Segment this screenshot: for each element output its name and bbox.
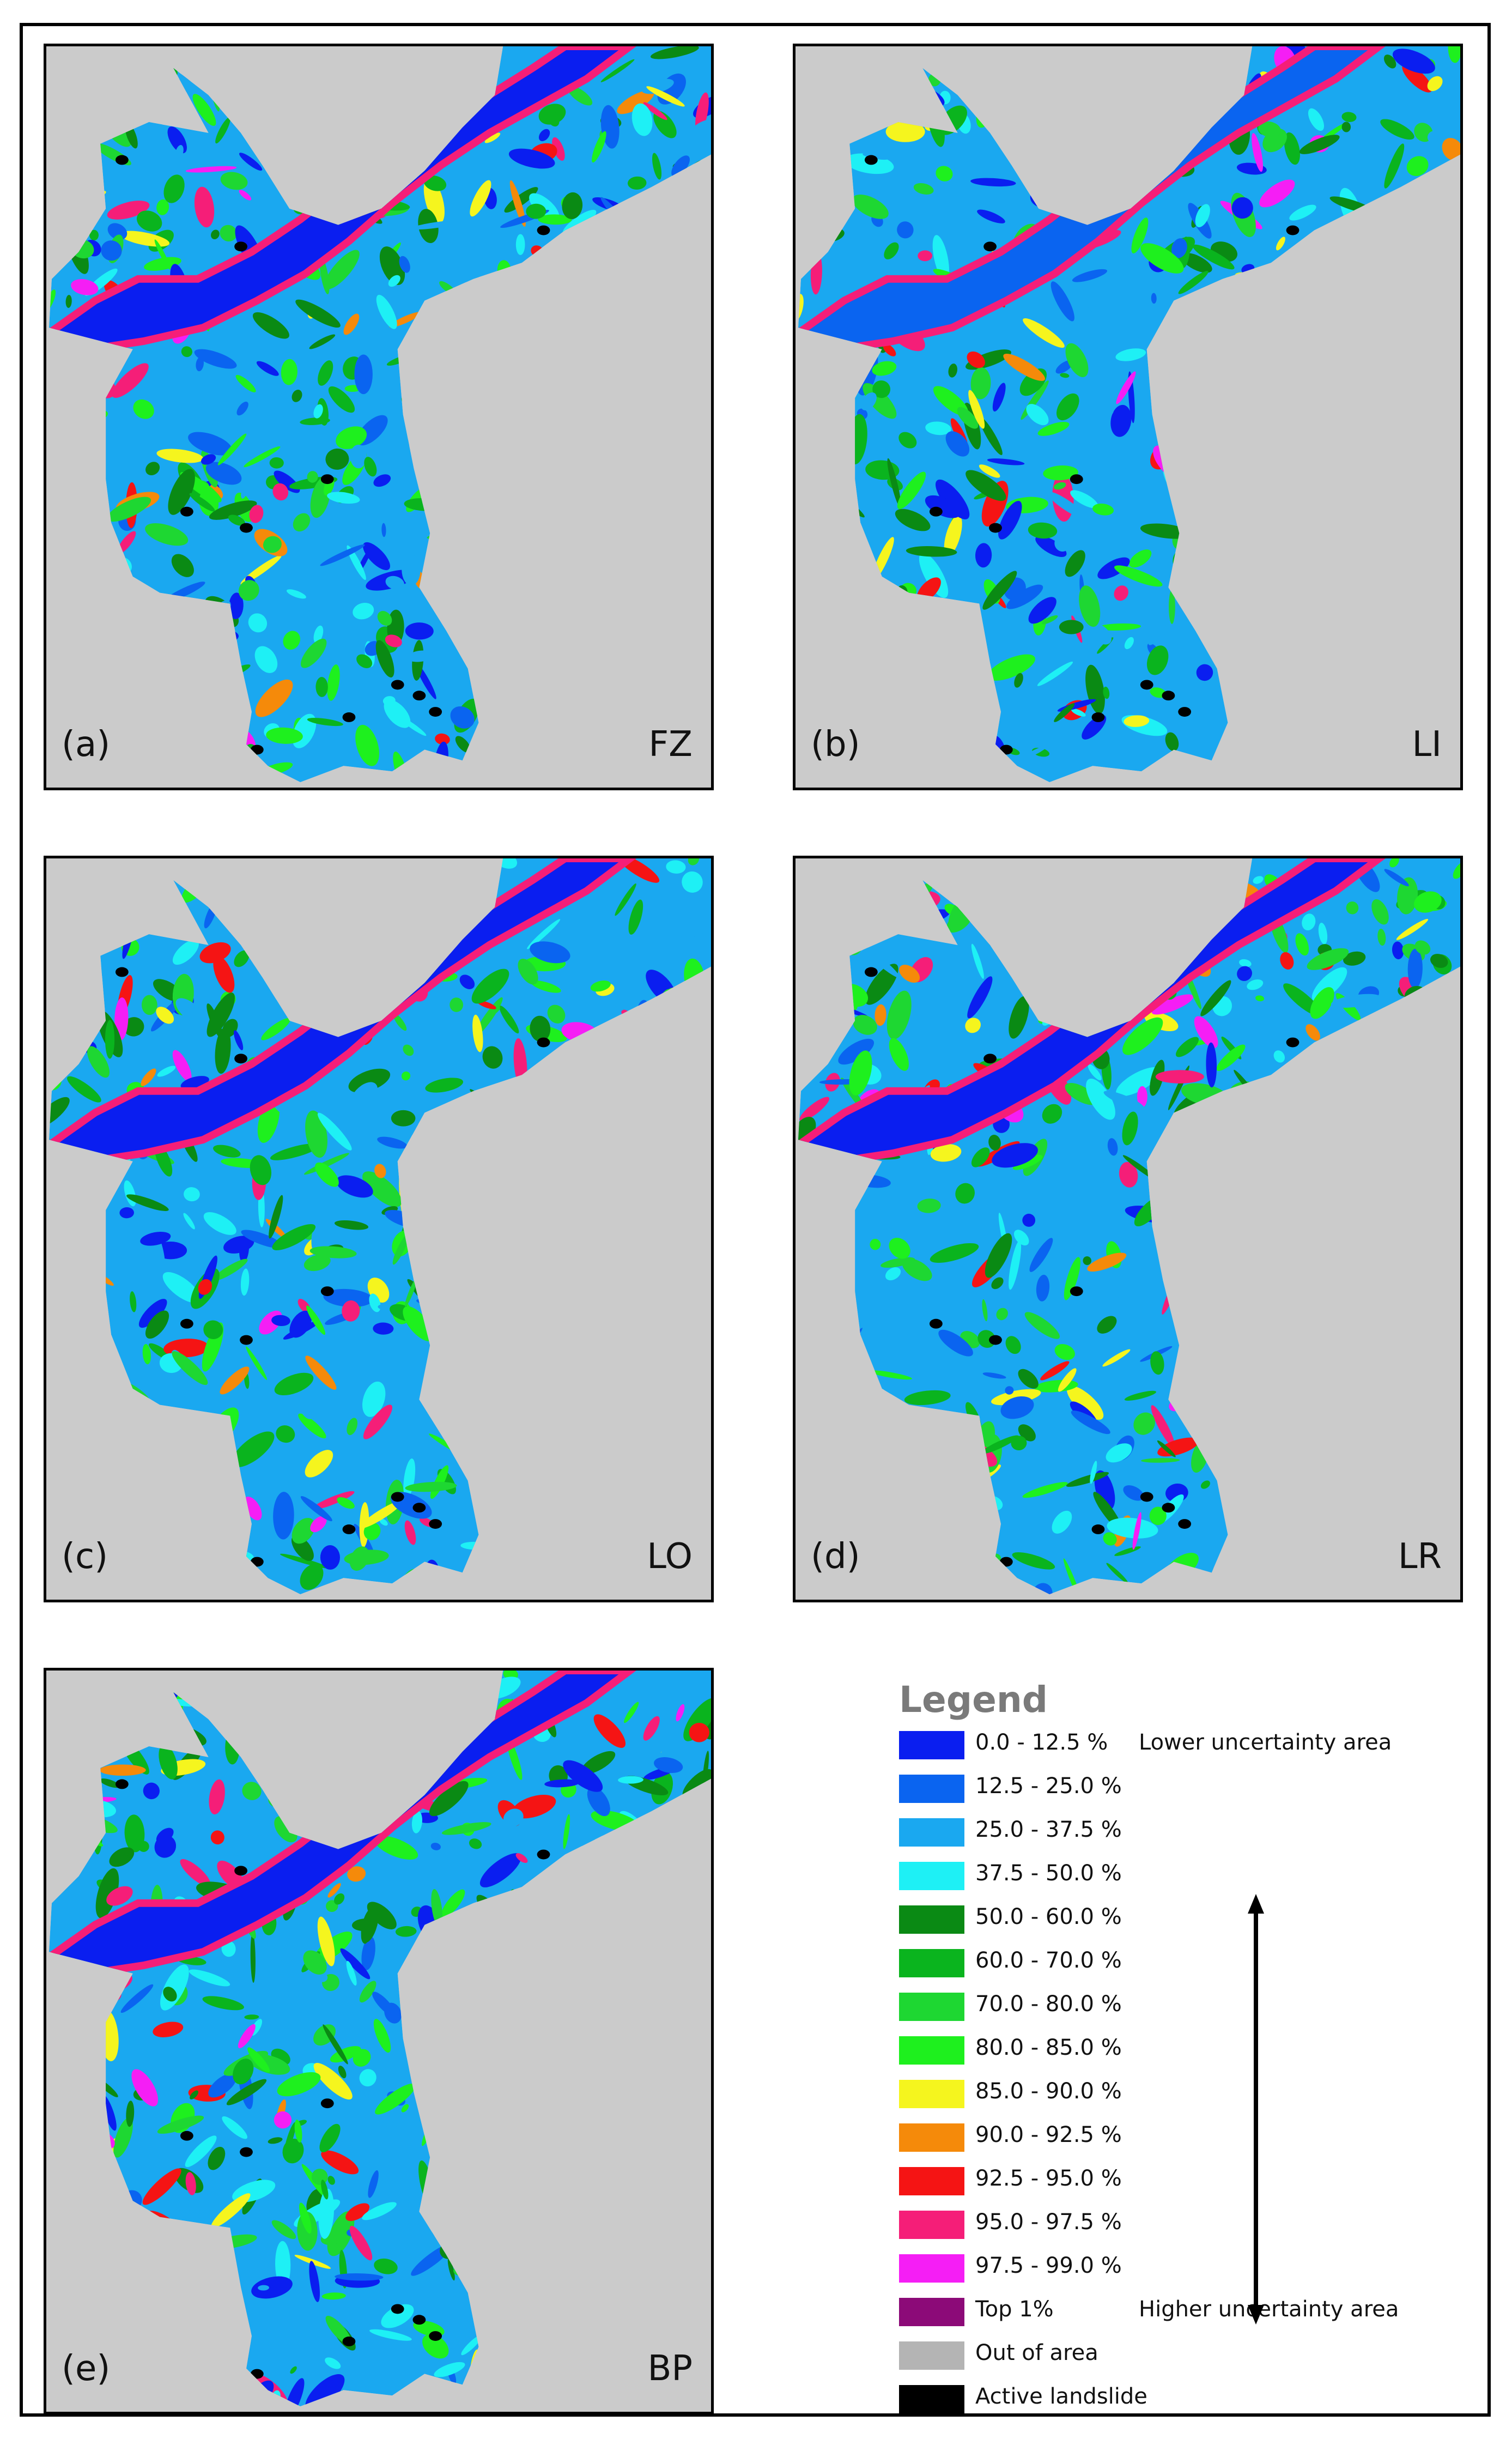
panel-letter-d: (d) [811, 1536, 860, 1577]
panel-model-a: FZ [648, 724, 693, 765]
legend-range: 60.0 - 70.0 % [975, 1948, 1122, 1973]
legend-swatch [899, 1905, 964, 1934]
legend-item: 60.0 - 70.0 % [899, 1946, 1466, 1981]
map-graphic-b [798, 46, 1460, 783]
panel-letter-a: (a) [62, 724, 111, 765]
legend-swatch [899, 1949, 964, 1977]
legend-swatch [899, 2385, 964, 2413]
legend-item: 80.0 - 85.0 % [899, 2033, 1466, 2068]
legend-item: 95.0 - 97.5 % [899, 2207, 1466, 2242]
legend-range: 90.0 - 92.5 % [975, 2122, 1122, 2147]
legend-swatch [899, 1731, 964, 1759]
legend-item: 70.0 - 80.0 % [899, 1989, 1466, 2024]
legend: Legend 0.0 - 12.5 % Lower uncertainty ar… [899, 1679, 1466, 2413]
panel-letter-e: (e) [62, 2349, 111, 2389]
legend-range: Out of area [975, 2340, 1098, 2365]
legend-item: 90.0 - 92.5 % [899, 2120, 1466, 2155]
legend-swatch [899, 2341, 964, 2370]
legend-range: 95.0 - 97.5 % [975, 2210, 1122, 2235]
legend-item: 97.5 - 99.0 % [899, 2251, 1466, 2286]
map-graphic-c [48, 858, 711, 1595]
legend-item: Out of area [899, 2338, 1466, 2373]
legend-item: 37.5 - 50.0 % [899, 1859, 1466, 1893]
legend-swatch [899, 2167, 964, 2195]
legend-range: 25.0 - 37.5 % [975, 1817, 1122, 1842]
legend-range: Top 1% [975, 2297, 1054, 2322]
legend-range: 0.0 - 12.5 % [975, 1730, 1108, 1755]
legend-swatch [899, 1775, 964, 1803]
legend-swatch [899, 2298, 964, 2326]
legend-note-higher: Higher uncertainty area [1139, 2297, 1399, 2322]
legend-item: 0.0 - 12.5 % Lower uncertainty area [899, 1728, 1466, 1763]
legend-range: 80.0 - 85.0 % [975, 2035, 1122, 2060]
panel-model-e: BP [647, 2349, 693, 2389]
map-panel-a: (a) FZ [44, 44, 714, 790]
legend-range: 12.5 - 25.0 % [975, 1774, 1122, 1799]
legend-item: Active landslide [899, 2382, 1466, 2417]
map-graphic-e [48, 1671, 711, 2407]
panel-model-b: LI [1412, 724, 1442, 765]
legend-item: 92.5 - 95.0 % [899, 2164, 1466, 2199]
legend-range: 37.5 - 50.0 % [975, 1861, 1122, 1886]
map-panel-e: (e) BP [44, 1668, 714, 2414]
map-graphic-d [798, 858, 1460, 1595]
legend-range: 97.5 - 99.0 % [975, 2253, 1122, 2278]
map-panel-c: (c) LO [44, 856, 714, 1602]
legend-swatch [899, 2254, 964, 2283]
legend-note-lower: Lower uncertainty area [1139, 1730, 1392, 1755]
uncertainty-double-arrow [1248, 1894, 1264, 2325]
legend-item: 12.5 - 25.0 % [899, 1771, 1466, 1806]
legend-item: Top 1% Higher uncertainty area [899, 2295, 1466, 2329]
legend-range: 50.0 - 60.0 % [975, 1904, 1122, 1929]
legend-item: 85.0 - 90.0 % [899, 2077, 1466, 2111]
legend-swatch [899, 1993, 964, 2021]
panel-letter-c: (c) [62, 1536, 108, 1577]
panel-model-d: LR [1398, 1536, 1442, 1577]
legend-range: 70.0 - 80.0 % [975, 1992, 1122, 2017]
map-graphic-a [48, 46, 711, 783]
legend-swatch [899, 2123, 964, 2152]
legend-swatch [899, 2211, 964, 2239]
legend-swatch [899, 1818, 964, 1847]
legend-swatch [899, 1862, 964, 1890]
legend-range: 92.5 - 95.0 % [975, 2166, 1122, 2191]
legend-range: 85.0 - 90.0 % [975, 2079, 1122, 2104]
legend-title: Legend [899, 1679, 1048, 1721]
panel-model-c: LO [647, 1536, 693, 1577]
map-panel-b: (b) LI [793, 44, 1463, 790]
legend-swatch [899, 2080, 964, 2108]
legend-item: 25.0 - 37.5 % [899, 1815, 1466, 1850]
legend-item: 50.0 - 60.0 % [899, 1902, 1466, 1937]
legend-swatch [899, 2036, 964, 2065]
legend-range: Active landslide [975, 2384, 1147, 2409]
map-panel-d: (d) LR [793, 856, 1463, 1602]
panel-letter-b: (b) [811, 724, 860, 765]
